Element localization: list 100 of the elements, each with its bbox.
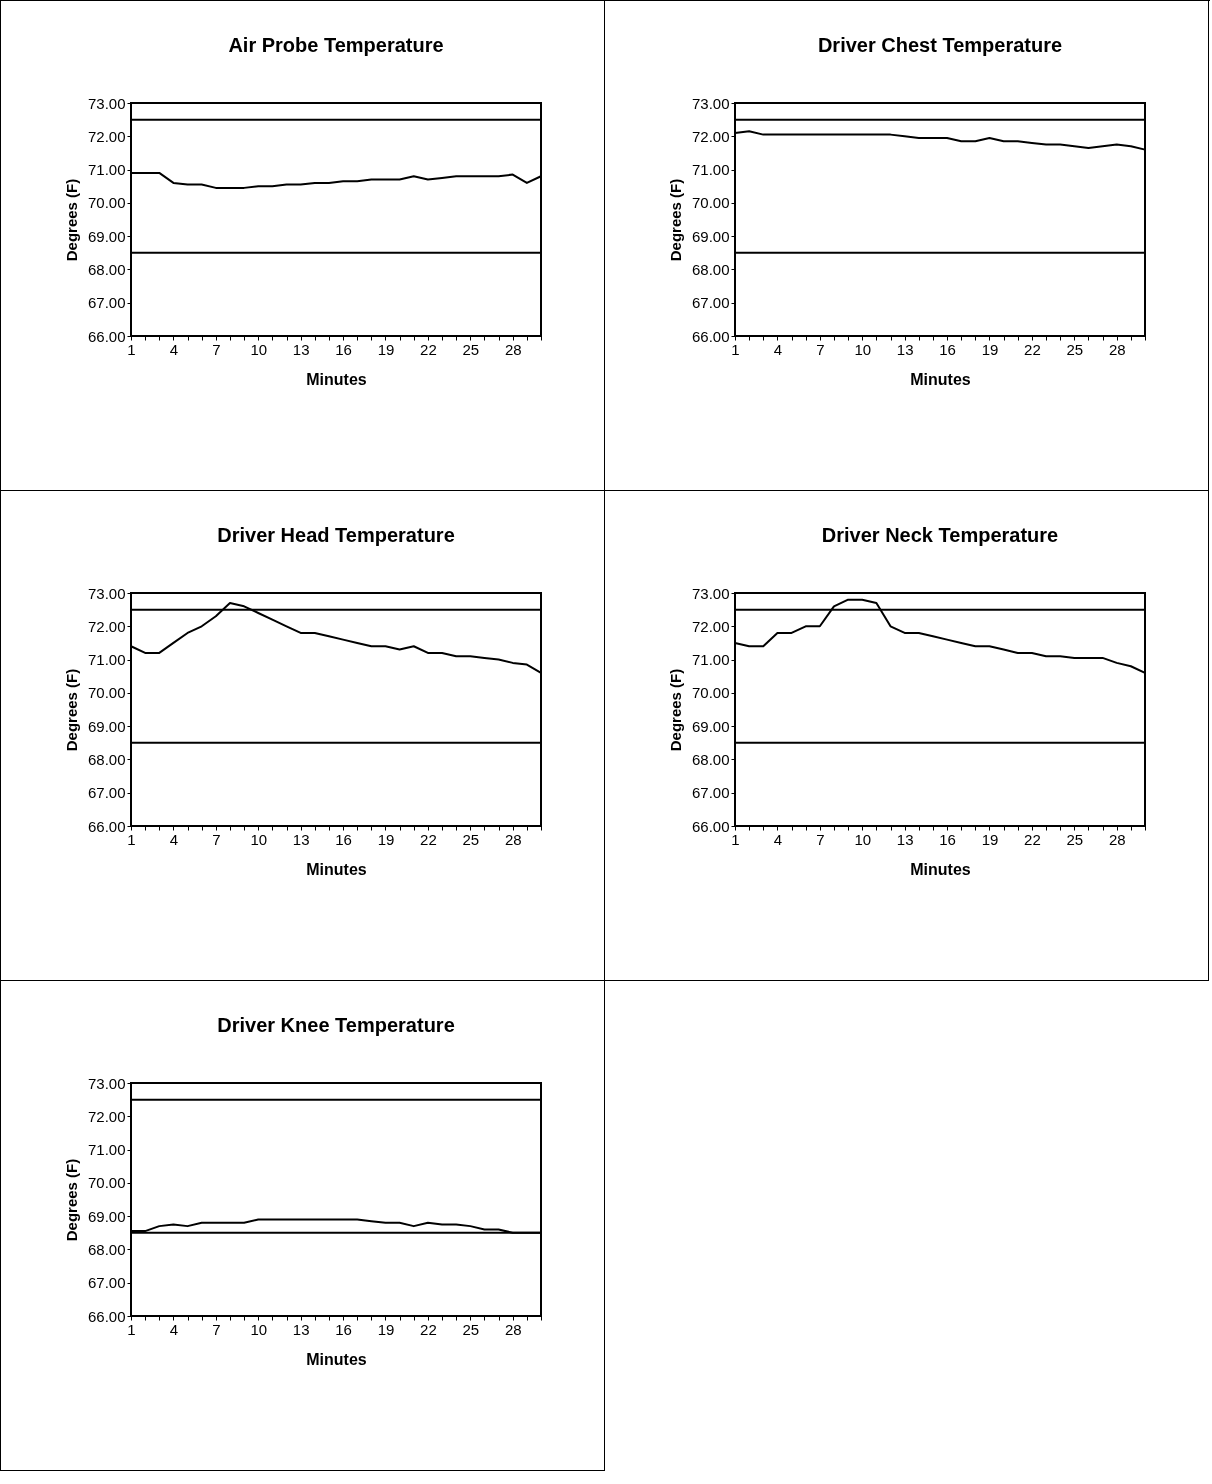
y-tick-label: 70.00	[87, 684, 125, 702]
y-tick-label: 70.00	[87, 194, 125, 212]
x-tick-label: 22	[419, 340, 437, 358]
x-tick-label: 16	[334, 830, 352, 848]
y-axis-title: Degrees (F)	[62, 668, 80, 752]
y-tick-label: 68.00	[691, 260, 729, 278]
x-tick-label: 10	[249, 830, 267, 848]
y-tick-label: 66.00	[87, 327, 125, 345]
x-tick-label: 28	[1108, 340, 1126, 358]
x-axis-title: Minutes	[305, 1350, 367, 1368]
x-tick-label: 7	[211, 1320, 220, 1338]
x-tick-label: 13	[292, 340, 309, 358]
y-tick-label: 67.00	[87, 1274, 125, 1292]
x-tick-label: 16	[938, 340, 956, 358]
y-tick-label: 68.00	[691, 750, 729, 768]
x-axis-title: Minutes	[909, 370, 971, 388]
x-tick-label: 7	[211, 340, 220, 358]
x-tick-label: 10	[853, 340, 871, 358]
x-tick-label: 1	[730, 340, 740, 358]
x-tick-label: 25	[461, 1320, 479, 1338]
x-tick-label: 19	[377, 1320, 394, 1338]
y-axis-title: Degrees (F)	[62, 1158, 80, 1242]
y-tick-label: 69.00	[691, 227, 729, 245]
y-tick-label: 67.00	[691, 294, 729, 312]
x-tick-label: 1	[126, 340, 136, 358]
y-tick-label: 71.00	[691, 651, 729, 669]
y-tick-label: 70.00	[87, 1174, 125, 1192]
chart-title: Driver Knee Temperature	[216, 1014, 455, 1036]
chart-title: Driver Neck Temperature	[821, 524, 1058, 546]
x-tick-label: 16	[938, 830, 956, 848]
y-tick-label: 69.00	[87, 1207, 125, 1225]
x-tick-label: 22	[1023, 830, 1041, 848]
y-tick-label: 71.00	[87, 161, 125, 179]
y-tick-label: 69.00	[87, 717, 125, 735]
y-axis-title: Degrees (F)	[62, 178, 80, 262]
y-tick-label: 70.00	[691, 684, 729, 702]
x-tick-label: 25	[461, 340, 479, 358]
y-tick-label: 72.00	[691, 617, 729, 635]
x-tick-label: 7	[815, 340, 824, 358]
x-axis-title: Minutes	[305, 370, 367, 388]
x-tick-label: 25	[461, 830, 479, 848]
x-tick-label: 25	[1065, 830, 1083, 848]
y-tick-label: 73.00	[691, 584, 729, 602]
x-tick-label: 4	[169, 830, 178, 848]
x-tick-label: 4	[169, 340, 178, 358]
x-tick-label: 16	[334, 1320, 352, 1338]
y-axis-title: Degrees (F)	[666, 178, 684, 262]
y-tick-label: 72.00	[87, 1107, 125, 1125]
y-tick-label: 67.00	[691, 784, 729, 802]
y-tick-label: 66.00	[691, 817, 729, 835]
y-tick-label: 69.00	[87, 227, 125, 245]
x-tick-label: 19	[377, 340, 394, 358]
y-tick-label: 72.00	[691, 127, 729, 145]
x-tick-label: 25	[1065, 340, 1083, 358]
y-tick-label: 69.00	[691, 717, 729, 735]
x-tick-label: 16	[334, 340, 352, 358]
x-tick-label: 7	[815, 830, 824, 848]
y-tick-label: 67.00	[87, 784, 125, 802]
y-tick-label: 73.00	[691, 94, 729, 112]
x-tick-label: 4	[773, 340, 782, 358]
x-tick-label: 10	[249, 1320, 267, 1338]
x-tick-label: 19	[981, 830, 998, 848]
x-tick-label: 1	[126, 830, 136, 848]
chart-title: Air Probe Temperature	[227, 34, 444, 56]
x-tick-label: 19	[377, 830, 394, 848]
x-tick-label: 28	[504, 340, 522, 358]
chart-title: Driver Chest Temperature	[817, 34, 1062, 56]
y-tick-label: 73.00	[87, 584, 125, 602]
y-tick-label: 68.00	[87, 1240, 125, 1258]
y-axis-title: Degrees (F)	[666, 668, 684, 752]
x-tick-label: 13	[896, 830, 913, 848]
y-tick-label: 70.00	[691, 194, 729, 212]
y-tick-label: 72.00	[87, 617, 125, 635]
y-tick-label: 71.00	[87, 651, 125, 669]
y-tick-label: 72.00	[87, 127, 125, 145]
y-tick-label: 66.00	[87, 1307, 125, 1325]
y-tick-label: 67.00	[87, 294, 125, 312]
y-tick-label: 71.00	[87, 1141, 125, 1159]
x-tick-label: 28	[504, 1320, 522, 1338]
x-tick-label: 19	[981, 340, 998, 358]
y-tick-label: 73.00	[87, 1074, 125, 1092]
y-tick-label: 66.00	[87, 817, 125, 835]
y-tick-label: 66.00	[691, 327, 729, 345]
x-tick-label: 28	[504, 830, 522, 848]
x-tick-label: 1	[730, 830, 740, 848]
x-tick-label: 13	[292, 830, 309, 848]
x-tick-label: 13	[292, 1320, 309, 1338]
y-tick-label: 68.00	[87, 260, 125, 278]
x-tick-label: 7	[211, 830, 220, 848]
x-tick-label: 1	[126, 1320, 136, 1338]
x-tick-label: 4	[773, 830, 782, 848]
x-axis-title: Minutes	[305, 860, 367, 878]
x-tick-label: 22	[1023, 340, 1041, 358]
y-tick-label: 71.00	[691, 161, 729, 179]
x-tick-label: 22	[419, 830, 437, 848]
x-tick-label: 13	[896, 340, 913, 358]
x-tick-label: 4	[169, 1320, 178, 1338]
x-tick-label: 10	[853, 830, 871, 848]
x-tick-label: 10	[249, 340, 267, 358]
y-tick-label: 73.00	[87, 94, 125, 112]
